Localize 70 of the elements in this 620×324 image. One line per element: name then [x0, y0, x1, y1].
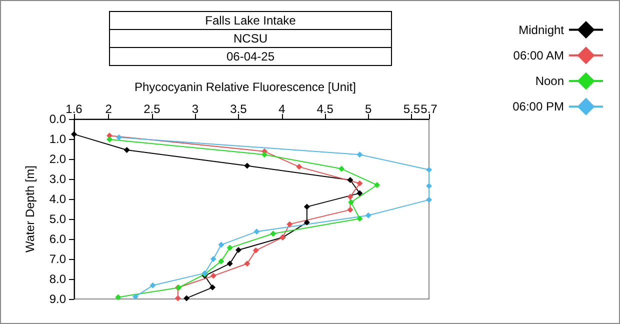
legend-label: Midnight [518, 22, 565, 37]
point [210, 256, 216, 262]
point [356, 216, 363, 222]
x-tick-label: 1.6 [66, 102, 83, 116]
x-tick-label: 5.7 [420, 102, 438, 116]
point [184, 295, 190, 302]
point [218, 242, 224, 248]
point [296, 164, 302, 170]
y-tick-label: 9.0 [49, 292, 66, 306]
x-tick-label: 4.5 [316, 102, 334, 116]
point [286, 221, 293, 228]
point [426, 183, 432, 189]
point [218, 258, 224, 264]
point [347, 177, 354, 183]
y-tick-label: 7.0 [49, 252, 66, 266]
y-tick-label: 4.0 [49, 192, 66, 206]
point [347, 194, 354, 200]
point [270, 230, 276, 237]
point [356, 180, 363, 186]
point [252, 247, 259, 254]
y-tick-label: 5.0 [49, 212, 66, 226]
point [261, 152, 268, 158]
x-tick-label: 2.5 [144, 102, 161, 116]
legend-label: Noon [535, 74, 564, 88]
x-tick-label: 5 [365, 102, 372, 116]
point [304, 204, 310, 210]
legend-label: 06:00 AM [513, 48, 564, 62]
point [304, 219, 310, 226]
y-tick-label: 2.0 [49, 152, 66, 166]
point [226, 244, 233, 251]
x-tick-label: 5.5 [403, 102, 420, 116]
chart-title: Falls Lake Intake [205, 14, 296, 28]
x-tick-label: 4 [278, 102, 286, 116]
point [347, 206, 354, 213]
text: 06-04-25 [226, 50, 275, 64]
point [356, 152, 363, 158]
point [210, 272, 216, 279]
point [150, 282, 156, 288]
point [106, 136, 112, 142]
point [210, 284, 216, 290]
y-axis-title: Water Depth [m] [23, 166, 37, 252]
point [348, 199, 354, 206]
point [236, 247, 242, 253]
point [338, 166, 345, 172]
y-tick-label: 0.0 [49, 112, 66, 126]
x-tick-label: 3 [192, 102, 199, 116]
point [365, 212, 372, 218]
point [244, 260, 250, 267]
y-tick-label: 1.0 [49, 132, 66, 146]
y-tick-label: 6.0 [49, 232, 66, 246]
point [132, 294, 138, 300]
point [426, 196, 432, 203]
point [116, 134, 122, 140]
point [115, 294, 122, 300]
chart-subtitle: NCSU [233, 32, 268, 46]
point [426, 166, 432, 173]
point [254, 228, 260, 235]
point [226, 260, 233, 267]
legend-label: 06:00 PM [512, 100, 564, 114]
point [124, 147, 130, 153]
y-tick-label: 3.0 [49, 172, 66, 186]
point [356, 190, 363, 196]
point [244, 162, 250, 169]
x-axis-title: Phycocyanin Relative Fluorescence [Unit] [134, 80, 356, 94]
point [174, 295, 181, 302]
x-tick-label: 3.5 [230, 102, 248, 116]
point [374, 182, 380, 188]
point [71, 131, 77, 138]
x-tick-label: 2 [105, 102, 112, 116]
y-tick-label: 8.0 [49, 272, 66, 286]
